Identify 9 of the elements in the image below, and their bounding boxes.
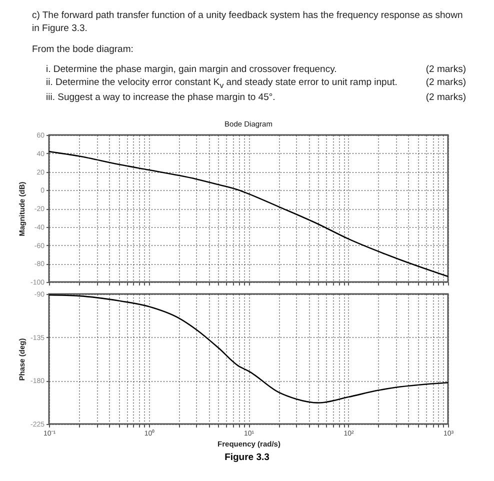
text: From the bode diagram: (32, 44, 134, 56)
text: (2 marks) (426, 92, 466, 105)
text: iii. Suggest a way to increase the phase margin to 45°. (46, 92, 276, 105)
text: i. Determine the phase margin, gain margin and crossover frequency. (46, 64, 337, 78)
text: c) The forward path transfer function of a unity feedback system has the frequency response as shown in Figure 3.3. (32, 10, 464, 36)
caption: Figure 3.3 (224, 452, 270, 463)
text: (2 marks) (426, 77, 466, 90)
text: ii. Determine the velocity error constant K$_{v}$ and steady state error to unit ramp input. (46, 77, 398, 92)
text: (2 marks) (426, 64, 466, 78)
